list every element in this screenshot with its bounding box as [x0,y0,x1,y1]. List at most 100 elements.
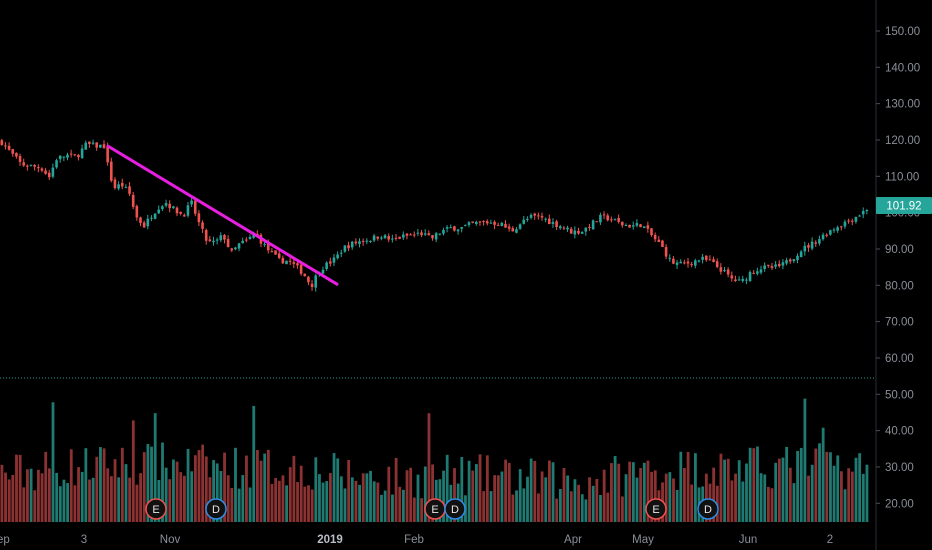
volume-bar [723,459,726,522]
candle-body [664,247,668,257]
volume-bar [588,477,591,522]
volume-bar [639,468,643,522]
time-axis[interactable]: ep 3 Nov 2019 Feb Apr May Jun 2 [0,534,833,546]
volume-bar [741,481,745,522]
candle-body [387,236,390,240]
volume-bar [485,455,489,522]
candle-body [339,252,343,254]
earnings-badge[interactable]: E [645,498,667,520]
volume-bar [142,452,146,522]
dividend-badge[interactable]: D [697,498,719,520]
candle-body [124,187,128,189]
dividend-badge[interactable]: D [205,498,227,520]
candle-body [427,233,431,235]
volume-bar [537,493,540,522]
candle-body [471,221,474,223]
trendline[interactable] [106,144,339,286]
volume-bar [861,473,865,522]
candle-body [365,240,369,242]
candle-body [164,203,168,206]
candle-body [460,227,463,229]
volume-bar [69,449,73,522]
y-tick-label: 60.00 [885,353,914,365]
candle-body [661,240,664,247]
volume-bar [763,474,767,522]
volume-bar [847,468,851,522]
volume-bar [51,402,55,522]
badge-label: E [152,504,159,516]
candle-body [274,250,277,255]
candle-body [7,145,11,150]
candle-body [511,228,515,232]
candle-body [558,226,562,229]
volume-bar [555,498,559,522]
candle-body [303,273,307,277]
candle-body [212,240,215,243]
volume-bar [212,460,215,522]
volume-bar [150,446,153,522]
candle-body [55,160,58,168]
candle-body [668,257,672,259]
volume-bar [55,472,59,522]
candle-body [686,261,690,264]
candle-body [11,149,15,154]
x-tick-label: Jun [739,534,758,546]
x-tick-label: Nov [160,534,181,546]
candle-body [701,256,704,260]
candle-body [715,261,719,268]
volume-bar [646,460,650,522]
volume-bar [26,469,29,522]
candle-body [788,259,792,262]
dividend-badge[interactable]: D [444,498,466,520]
candle-body [383,235,387,239]
volume-bar [500,471,504,522]
candle-body [442,229,445,234]
volume-bar [248,487,252,522]
volume-bar [675,490,679,522]
candle-body [128,186,131,194]
volume-bar [237,488,241,522]
volume-bar [726,458,730,522]
volume-bar [467,460,471,522]
volume-bar [475,464,478,522]
volume-bar [380,494,383,522]
earnings-badge[interactable]: E [424,498,446,520]
candle-body [485,221,489,224]
candle-body [639,224,642,228]
volume-bar [285,485,288,522]
volume-bar [11,474,15,522]
volume-bar [241,475,245,522]
candle-body [832,229,836,231]
volume-bar [124,464,128,522]
x-tick-label: Feb [404,534,424,546]
volume-bar [256,449,259,522]
volume-bar [679,451,683,522]
volume-bar [807,475,810,522]
volume-bar [416,474,420,522]
candle-body [533,213,536,216]
candle-body [179,211,182,214]
candle-body [807,245,810,248]
candle-body [314,275,317,288]
candle-body [270,251,274,253]
candle-body [248,236,252,240]
price-axis[interactable]: 150.00140.00130.00120.00110.00100.0090.0… [876,26,920,510]
candle-body [748,272,752,281]
volume-bar [110,476,113,522]
volume-bar [759,473,763,522]
candle-body [635,223,639,226]
candle-body [183,215,186,217]
volume-bar [201,444,205,522]
volume-bar [113,459,117,522]
volume-bar [73,485,77,522]
earnings-badge[interactable]: E [145,498,167,520]
candle-body [223,234,226,240]
y-tick-label: 70.00 [885,317,914,329]
candle-body [369,240,372,242]
candle-body [277,253,281,258]
candle-body [230,248,234,251]
volume-bar [686,452,690,522]
candle-body [774,264,777,267]
